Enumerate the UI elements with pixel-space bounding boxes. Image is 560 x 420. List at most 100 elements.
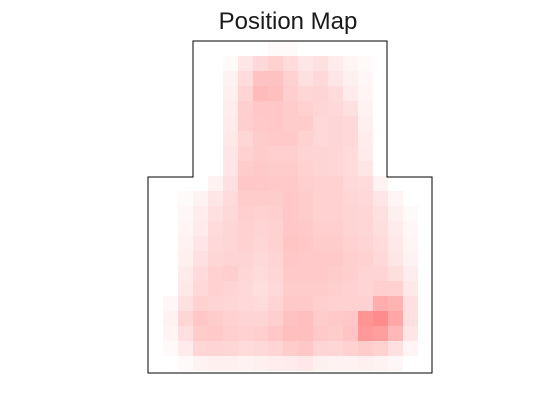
heatmap-cell-r13-c6 [238,236,253,251]
heatmap-cell-r17-c7 [253,296,268,311]
heatmap-cell-r15-c10 [298,266,313,281]
heatmap-cell-r19-c3 [193,326,208,341]
heatmap-cell-r18-c17 [403,311,418,326]
heatmap-cell-r11-c17 [403,206,418,221]
heatmap-cell-r15-c7 [253,266,268,281]
heatmap-cell-r2-c8 [268,71,283,86]
heatmap-cell-r7-c7 [253,146,268,161]
heatmap-cell-r16-c13 [343,281,358,296]
heatmap-cell-r5-c14 [358,116,373,131]
heatmap-cell-r1-c12 [328,56,343,71]
heatmap-cell-r10-c11 [313,191,328,206]
heatmap-cell-r19-c9 [283,326,298,341]
heatmap-cell-r12-c13 [343,221,358,236]
heatmap-cell-r21-c13 [343,356,358,371]
heatmap-cell-r4-c9 [283,101,298,116]
heatmap-cell-r12-c15 [373,221,388,236]
heatmap-cell-r21-c11 [313,356,328,371]
heatmap-cell-r21-c6 [238,356,253,371]
heatmap-cell-r20-c13 [343,341,358,356]
heatmap-cell-r17-c9 [283,296,298,311]
heatmap-cell-r15-c15 [373,266,388,281]
heatmap-cell-r19-c5 [223,326,238,341]
heatmap-cell-r12-c11 [313,221,328,236]
heatmap-cell-r16-c12 [328,281,343,296]
heatmap-cell-r11-c14 [358,206,373,221]
heatmap-cell-r18-c5 [223,311,238,326]
heatmap-cell-r7-c13 [343,146,358,161]
heatmap-cell-r20-c16 [388,341,403,356]
heatmap-cell-r20-c7 [253,341,268,356]
heatmap-cell-r9-c6 [238,176,253,191]
heatmap-cell-r13-c7 [253,236,268,251]
heatmap-cell-r17-c5 [223,296,238,311]
heatmap-cell-r4-c6 [238,101,253,116]
heatmap-cell-r12-c8 [268,221,283,236]
heatmap-cell-r7-c8 [268,146,283,161]
heatmap-cell-r18-c14 [358,311,373,326]
heatmap-cell-r15-c17 [403,266,418,281]
heatmap-cell-r16-c15 [373,281,388,296]
heatmap-cell-r0-c9 [283,41,298,56]
heatmap-cells [163,41,418,371]
heatmap-cell-r3-c10 [298,86,313,101]
heatmap-cell-r13-c11 [313,236,328,251]
heatmap-cell-r12-c6 [238,221,253,236]
heatmap-cell-r16-c16 [388,281,403,296]
heatmap-cell-r5-c5 [223,116,238,131]
heatmap-cell-r11-c10 [298,206,313,221]
heatmap-cell-r13-c3 [193,236,208,251]
heatmap-cell-r19-c11 [313,326,328,341]
heatmap-cell-r6-c13 [343,131,358,146]
heatmap-cell-r14-c12 [328,251,343,266]
heatmap-cell-r6-c12 [328,131,343,146]
heatmap-cell-r16-c17 [403,281,418,296]
heatmap-cell-r13-c10 [298,236,313,251]
heatmap-cell-r3-c12 [328,86,343,101]
heatmap-cell-r11-c2 [178,206,193,221]
heatmap-cell-r1-c8 [268,56,283,71]
heatmap-cell-r9-c10 [298,176,313,191]
heatmap-cell-r18-c2 [178,311,193,326]
heatmap-cell-r14-c14 [358,251,373,266]
heatmap-cell-r5-c10 [298,116,313,131]
heatmap-cell-r3-c6 [238,86,253,101]
heatmap-cell-r4-c5 [223,101,238,116]
heatmap-cell-r9-c7 [253,176,268,191]
heatmap-cell-r6-c8 [268,131,283,146]
heatmap-cell-r14-c13 [343,251,358,266]
heatmap-cell-r14-c8 [268,251,283,266]
heatmap-cell-r16-c6 [238,281,253,296]
heatmap-cell-r15-c11 [313,266,328,281]
heatmap-cell-r2-c14 [358,71,373,86]
heatmap-cell-r8-c11 [313,161,328,176]
heatmap-cell-r4-c13 [343,101,358,116]
heatmap-cell-r12-c9 [283,221,298,236]
heatmap-cell-r16-c8 [268,281,283,296]
heatmap-cell-r19-c10 [298,326,313,341]
heatmap-cell-r1-c9 [283,56,298,71]
heatmap-cell-r13-c5 [223,236,238,251]
heatmap-cell-r21-c5 [223,356,238,371]
heatmap-cell-r16-c3 [193,281,208,296]
heatmap-cell-r5-c7 [253,116,268,131]
heatmap-cell-r19-c12 [328,326,343,341]
heatmap-cell-r15-c4 [208,266,223,281]
heatmap-cell-r17-c2 [178,296,193,311]
heatmap-cell-r10-c3 [193,191,208,206]
heatmap-cell-r17-c14 [358,296,373,311]
heatmap-cell-r2-c12 [328,71,343,86]
heatmap-cell-r21-c2 [178,356,193,371]
heatmap-cell-r13-c14 [358,236,373,251]
heatmap-cell-r21-c3 [193,356,208,371]
heatmap-cell-r11-c11 [313,206,328,221]
heatmap-cell-r1-c10 [298,56,313,71]
heatmap-cell-r8-c9 [283,161,298,176]
heatmap-cell-r2-c6 [238,71,253,86]
heatmap-cell-r18-c9 [283,311,298,326]
heatmap-cell-r21-c8 [268,356,283,371]
heatmap-cell-r11-c6 [238,206,253,221]
heatmap-cell-r12-c17 [403,221,418,236]
heatmap-cell-r8-c10 [298,161,313,176]
heatmap-cell-r11-c7 [253,206,268,221]
